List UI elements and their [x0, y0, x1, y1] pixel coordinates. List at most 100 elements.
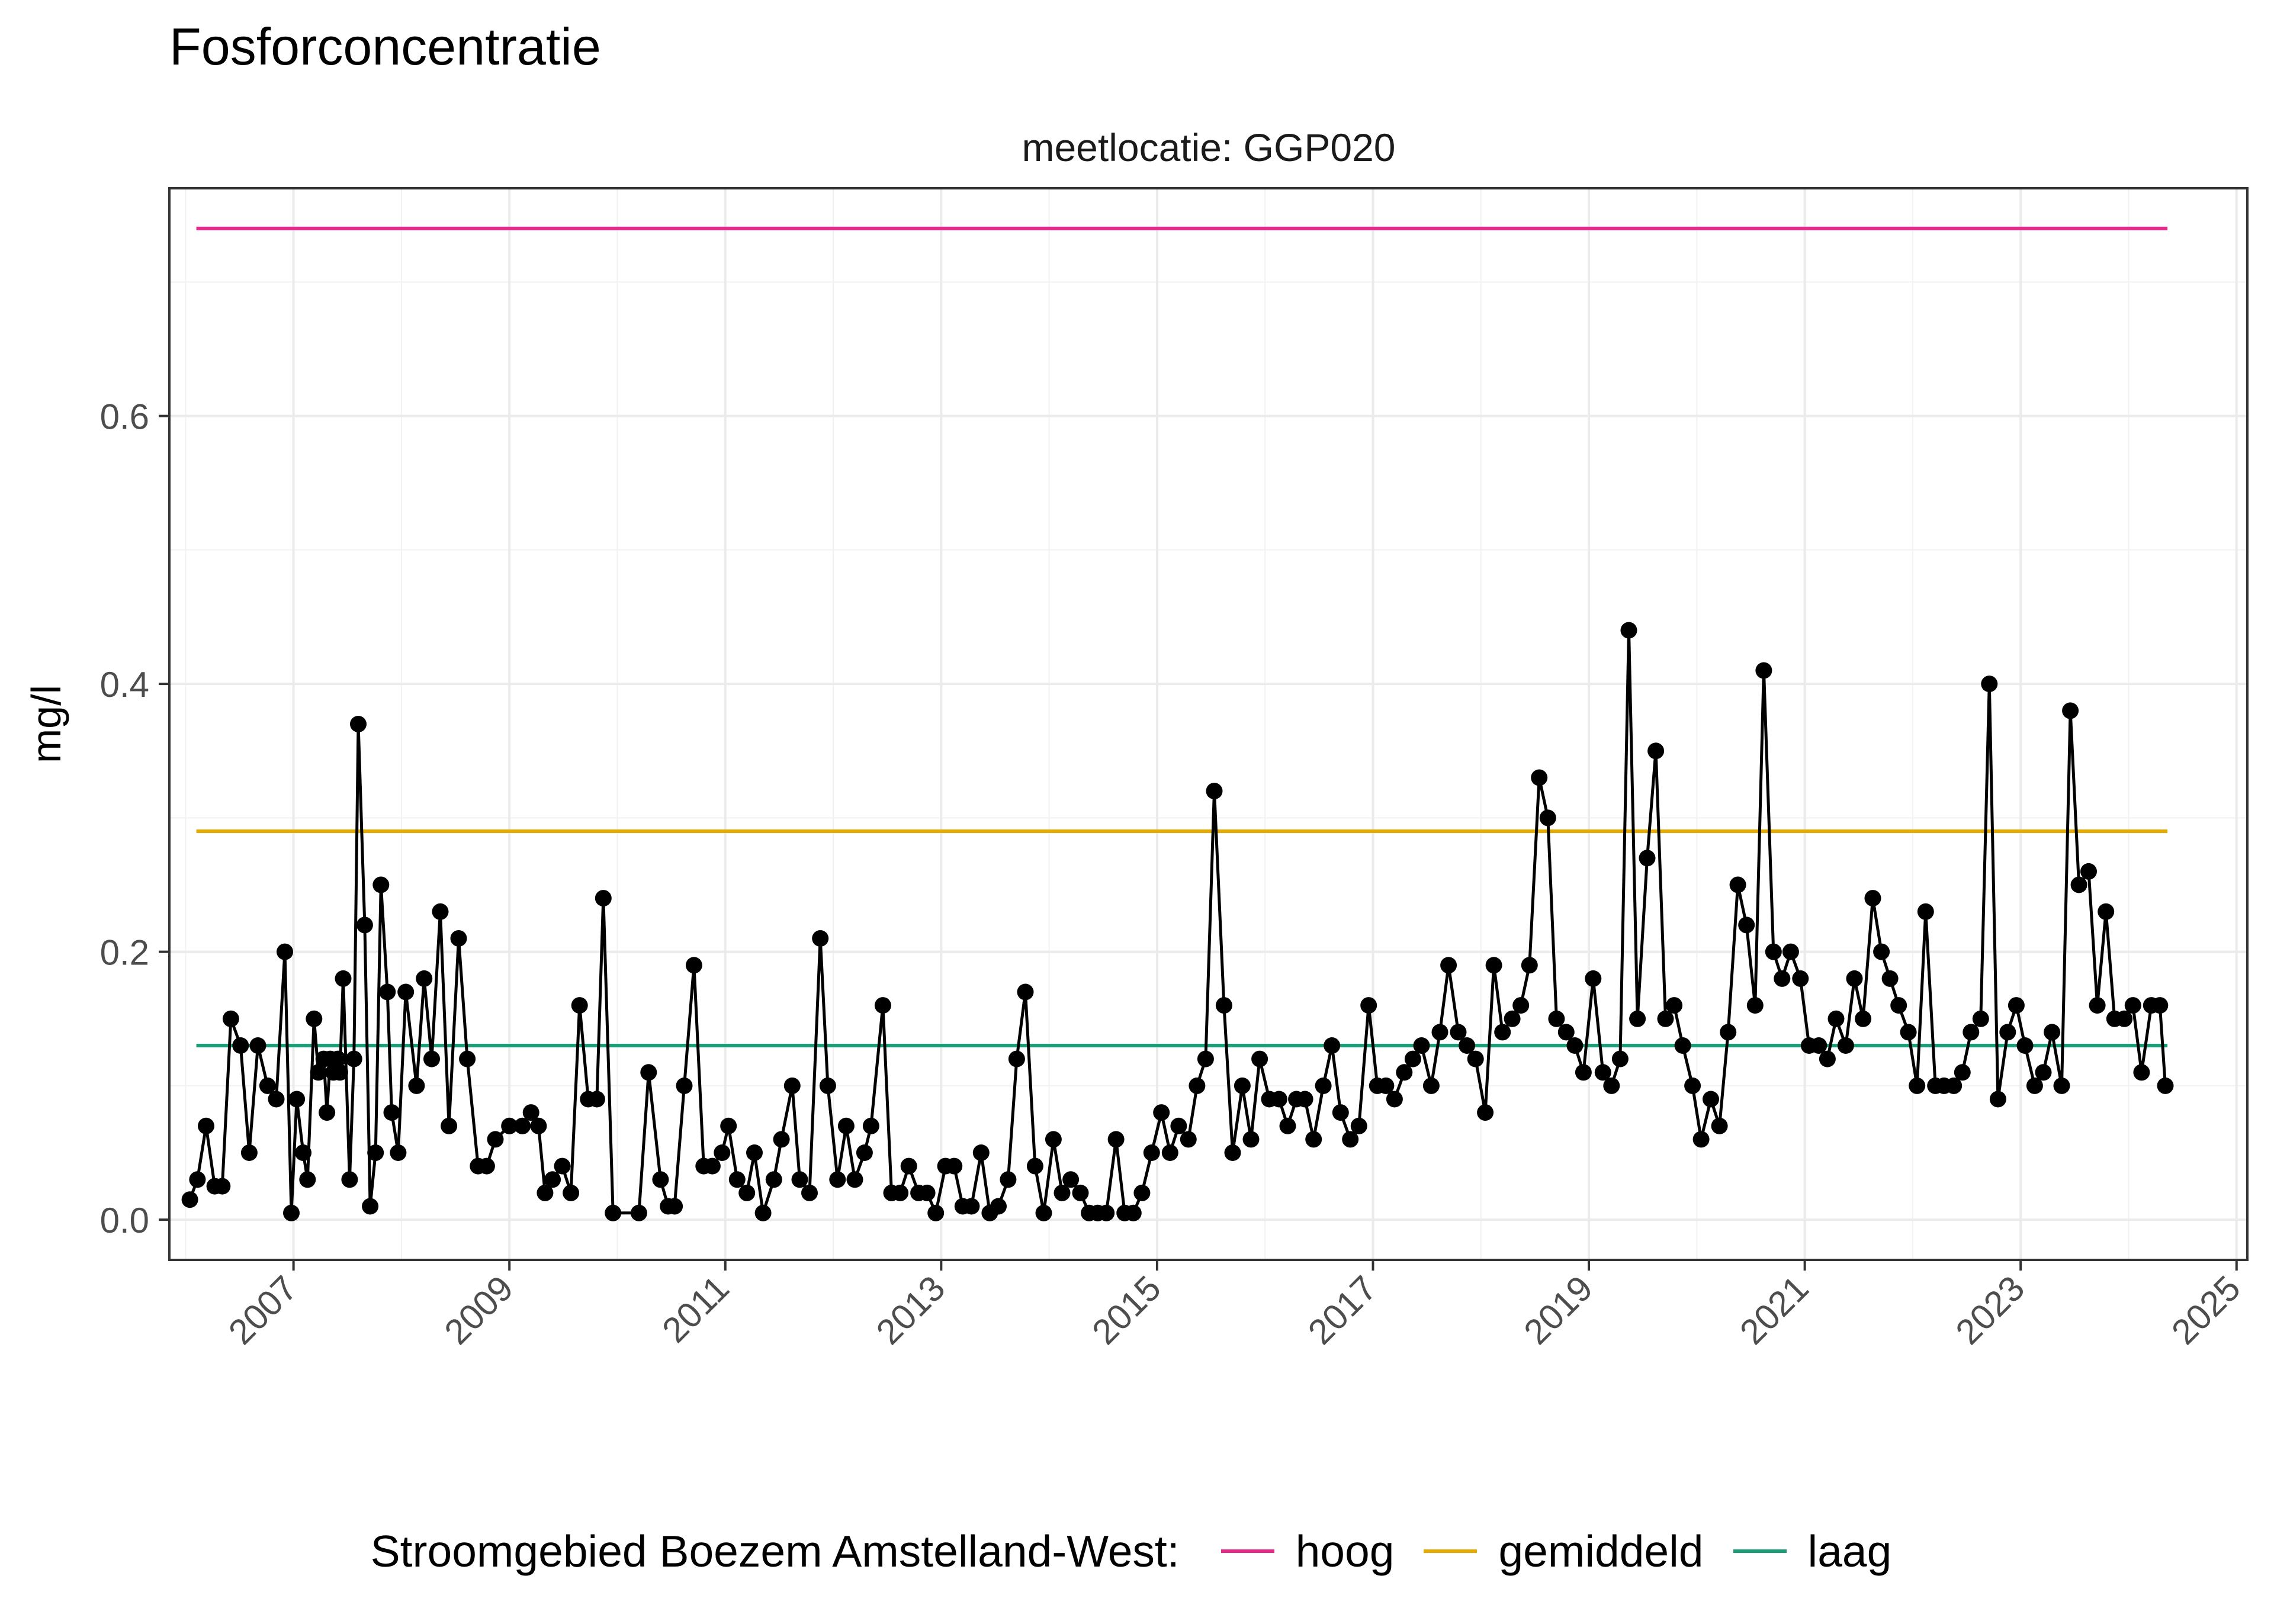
data-point [2157, 1077, 2174, 1094]
data-point [268, 1091, 285, 1108]
x-tick-label: 2011 [654, 1268, 737, 1350]
data-point [416, 970, 433, 987]
data-point [1647, 742, 1665, 760]
data-point [1881, 970, 1899, 987]
data-point [2098, 903, 2115, 920]
x-tick-label: 2007 [221, 1268, 305, 1352]
legend-item-gemiddeld: gemiddeld [1424, 1526, 1704, 1577]
data-point [1909, 1077, 1926, 1094]
data-point [1674, 1037, 1691, 1054]
data-point [1098, 1204, 1115, 1221]
data-point [2116, 1010, 2133, 1027]
data-point [537, 1184, 554, 1201]
data-point [1206, 783, 1223, 800]
data-point [1945, 1077, 1963, 1094]
data-point [501, 1117, 518, 1134]
data-point [295, 1144, 311, 1161]
data-point [1305, 1131, 1322, 1148]
legend: Stroomgebied Boezem Amstelland-West: hoo… [0, 1516, 2274, 1587]
data-point [1765, 943, 1782, 960]
data-point [801, 1184, 818, 1201]
data-point [277, 943, 293, 960]
y-tick-label: 0.6 [100, 397, 149, 437]
data-point [1585, 970, 1602, 987]
data-point [1620, 622, 1637, 639]
data-point [874, 997, 891, 1014]
x-tick-label: 2015 [1084, 1268, 1168, 1352]
data-point [1666, 997, 1683, 1014]
data-point [2044, 1024, 2061, 1041]
data-point [1792, 970, 1809, 987]
data-point [1045, 1131, 1062, 1148]
data-point [259, 1077, 276, 1094]
legend-label-gemiddeld: gemiddeld [1498, 1526, 1704, 1576]
data-point [214, 1178, 231, 1195]
data-point [1738, 916, 1755, 934]
major-gridlines [169, 188, 2247, 1260]
data-point [1422, 1077, 1440, 1094]
data-point [676, 1077, 693, 1094]
data-point [1819, 1050, 1836, 1067]
data-point [746, 1144, 763, 1161]
data-point [595, 890, 612, 907]
legend-item-hoog: hoog [1220, 1526, 1394, 1577]
data-point [367, 1144, 384, 1161]
legend-key-laag [1733, 1549, 1787, 1553]
data-point [1557, 1024, 1575, 1041]
data-point [1755, 662, 1772, 679]
data-point [819, 1077, 836, 1094]
data-point [1161, 1144, 1178, 1161]
legend-label-laag: laag [1807, 1526, 1892, 1576]
data-point [791, 1171, 808, 1188]
data-point [900, 1157, 917, 1175]
data-point [329, 1050, 346, 1067]
y-axis: 0.0 0.2 0.4 0.6 [100, 397, 169, 1240]
data-point [1594, 1064, 1611, 1081]
data-point [1890, 997, 1907, 1014]
data-point [2089, 997, 2106, 1014]
panel-subtitle: meetlocatie: GGP020 [1022, 126, 1396, 169]
data-point [408, 1077, 425, 1094]
y-tick-label: 0.0 [100, 1201, 149, 1240]
data-point [2151, 997, 2169, 1014]
data-point [1504, 1010, 1521, 1027]
data-point [1396, 1064, 1413, 1081]
data-point [1810, 1037, 1827, 1054]
data-point [1846, 970, 1863, 987]
data-point [2080, 863, 2097, 880]
data-point [332, 1064, 348, 1081]
data-point [1143, 1144, 1160, 1161]
data-point [1440, 957, 1457, 974]
data-point [1711, 1117, 1728, 1134]
data-point [1639, 850, 1656, 867]
data-point [963, 1198, 980, 1215]
data-point [846, 1171, 863, 1188]
data-point [563, 1184, 580, 1201]
data-point [240, 1144, 258, 1161]
data-point [1512, 997, 1530, 1014]
data-point [1566, 1037, 1584, 1054]
data-point [1450, 1024, 1467, 1041]
data-point [1342, 1131, 1359, 1148]
data-point [1873, 943, 1890, 960]
data-point [2062, 702, 2079, 719]
data-point [773, 1131, 790, 1148]
y-tick-label: 0.4 [100, 665, 149, 705]
data-point [728, 1171, 746, 1188]
data-point [1315, 1077, 1332, 1094]
data-point [1017, 983, 1034, 1001]
data-point [222, 1010, 239, 1027]
data-point [2124, 997, 2141, 1014]
data-point [487, 1131, 504, 1148]
data-point [372, 876, 390, 893]
data-point [605, 1204, 622, 1221]
data-point [181, 1191, 198, 1208]
data-point [946, 1157, 963, 1175]
legend-item-laag: laag [1733, 1526, 1892, 1577]
data-point [918, 1184, 936, 1201]
data-point [2070, 876, 2087, 893]
data-point [478, 1157, 495, 1175]
data-point [341, 1171, 358, 1188]
legend-key-gemiddeld [1424, 1549, 1478, 1553]
